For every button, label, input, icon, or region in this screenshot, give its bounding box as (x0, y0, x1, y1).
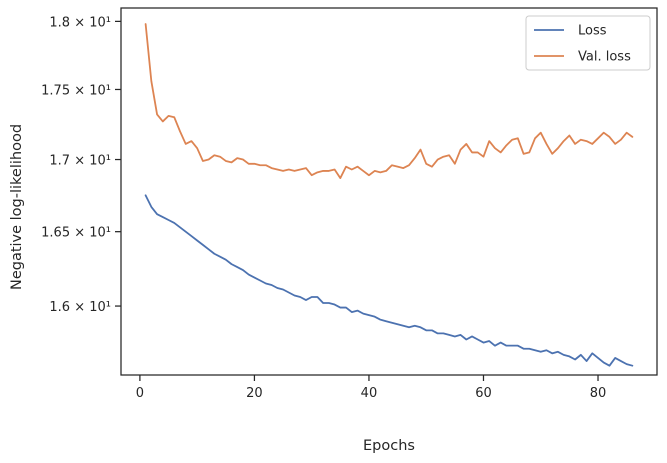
plot-frame (120, 7, 658, 376)
x-axis-label: Epochs (363, 438, 415, 454)
y-tick-label: 1.8 × 10¹ (49, 15, 111, 30)
y-tick-label: 1.65 × 10¹ (41, 226, 111, 241)
y-tick-label: 1.75 × 10¹ (41, 83, 111, 98)
x-ticks: 0 20 40 60 80 (136, 375, 607, 401)
x-tick-label: 60 (475, 386, 492, 401)
legend-label-val-loss: Val. loss (578, 50, 631, 65)
series-layer (144, 23, 634, 367)
x-tick-label: 0 (136, 386, 144, 401)
x-tick-label: 80 (590, 386, 607, 401)
axes-layer (120, 7, 658, 376)
legend: Loss Val. loss (525, 15, 651, 71)
series-line-val-loss (144, 23, 634, 179)
y-axis-label: Negative log-likelihood (9, 124, 25, 290)
y-ticks: 1.6 × 10¹ 1.65 × 10¹ 1.7 × 10¹ 1.75 × 10¹ 1.… (41, 15, 121, 315)
x-tick-label: 40 (361, 386, 378, 401)
y-tick-label: 1.7 × 10¹ (49, 154, 111, 169)
series-line-loss (144, 194, 634, 367)
y-tick-label: 1.6 × 10¹ (49, 300, 111, 315)
x-tick-label: 20 (246, 386, 263, 401)
legend-label-loss: Loss (578, 24, 607, 39)
